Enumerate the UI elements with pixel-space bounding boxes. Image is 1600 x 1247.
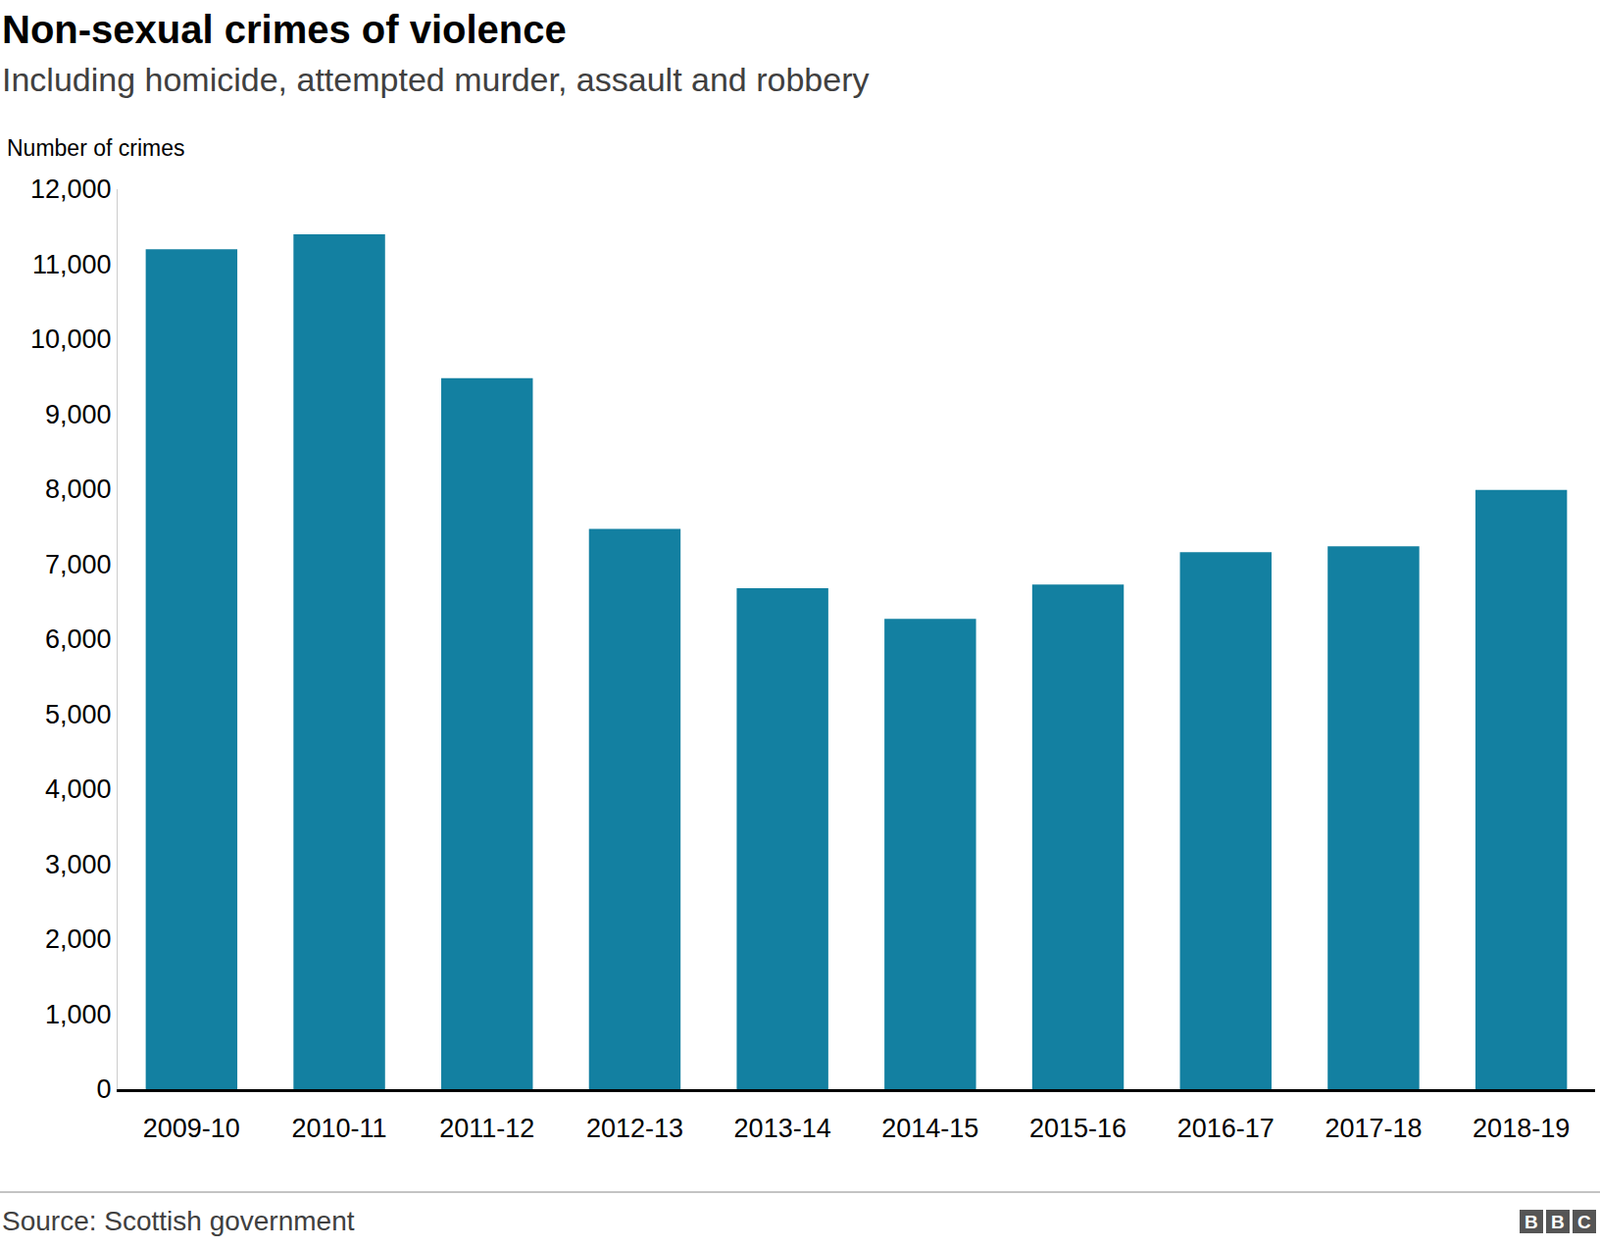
- svg-text:10,000: 10,000: [30, 324, 112, 354]
- svg-text:4,000: 4,000: [45, 774, 112, 804]
- svg-text:B: B: [1550, 1211, 1565, 1233]
- svg-text:2012-13: 2012-13: [586, 1113, 684, 1144]
- svg-text:1,000: 1,000: [45, 1000, 112, 1030]
- svg-text:2018-19: 2018-19: [1472, 1113, 1570, 1144]
- svg-text:2,000: 2,000: [45, 924, 112, 954]
- svg-text:6,000: 6,000: [45, 624, 112, 654]
- svg-text:Source: Scottish government: Source: Scottish government: [1, 1205, 355, 1237]
- svg-text:B: B: [1524, 1211, 1539, 1233]
- svg-text:C: C: [1577, 1211, 1592, 1233]
- svg-text:2016-17: 2016-17: [1177, 1113, 1275, 1144]
- svg-text:2010-11: 2010-11: [292, 1113, 388, 1144]
- svg-text:2009-10: 2009-10: [143, 1113, 241, 1144]
- svg-text:Non-sexual crimes of violence: Non-sexual crimes of violence: [1, 7, 567, 51]
- svg-text:Number of crimes: Number of crimes: [6, 135, 185, 161]
- svg-text:0: 0: [97, 1074, 112, 1104]
- svg-text:5,000: 5,000: [45, 700, 112, 730]
- svg-text:3,000: 3,000: [45, 850, 112, 880]
- svg-text:2017-18: 2017-18: [1324, 1113, 1422, 1144]
- svg-text:9,000: 9,000: [45, 400, 112, 430]
- svg-text:2014-15: 2014-15: [881, 1113, 979, 1144]
- svg-text:2011-12: 2011-12: [439, 1113, 535, 1144]
- svg-text:12,000: 12,000: [30, 174, 112, 204]
- svg-text:7,000: 7,000: [45, 550, 112, 580]
- svg-text:8,000: 8,000: [45, 474, 112, 504]
- svg-text:11,000: 11,000: [32, 250, 112, 280]
- svg-text:Including homicide, attempted: Including homicide, attempted murder, as…: [1, 60, 870, 99]
- svg-text:2015-16: 2015-16: [1029, 1113, 1127, 1144]
- svg-text:2013-14: 2013-14: [734, 1113, 832, 1144]
